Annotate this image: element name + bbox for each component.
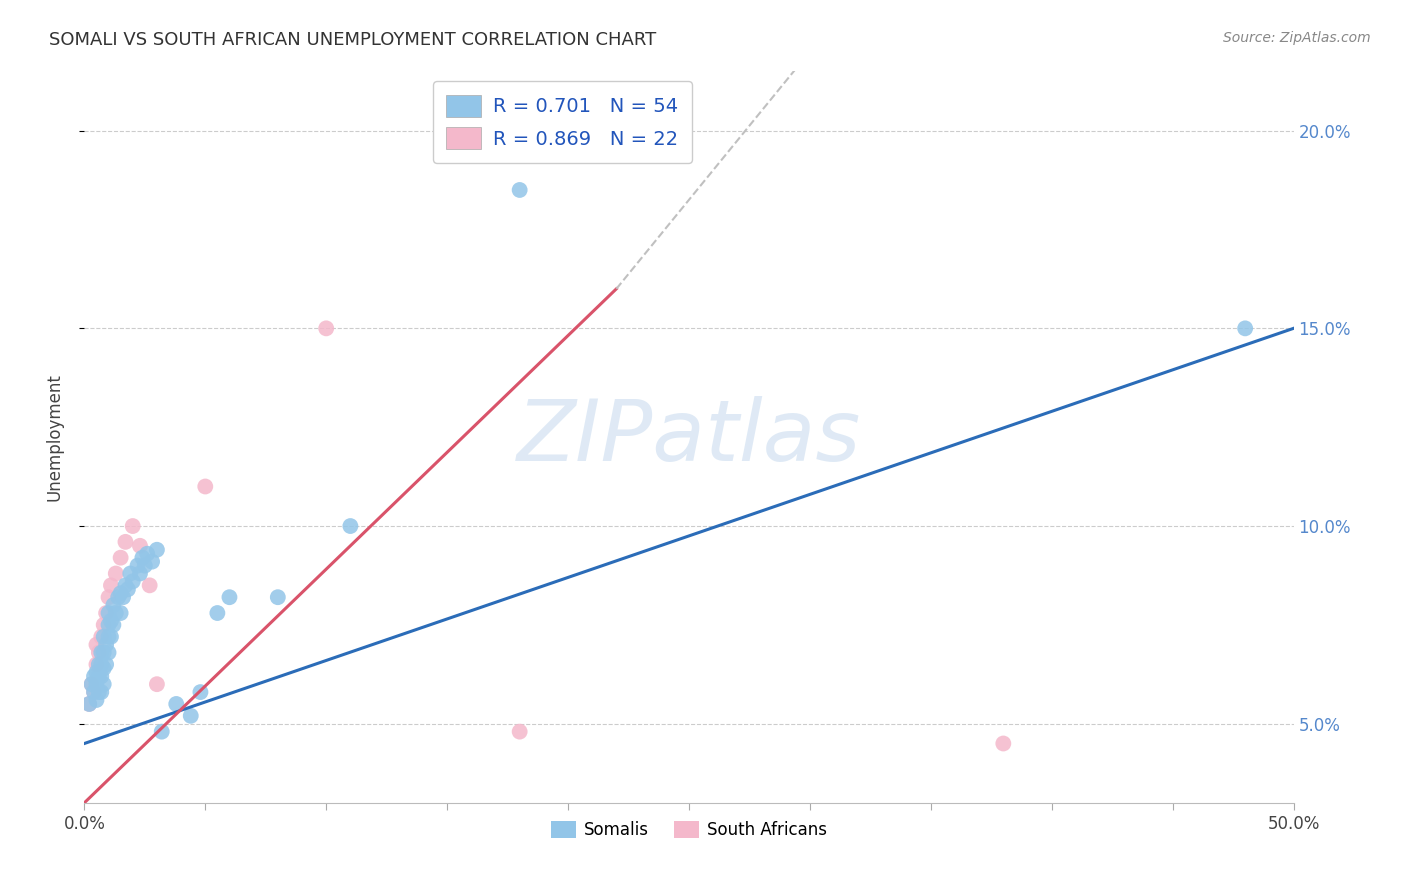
Point <box>146 677 169 691</box>
Point <box>77 697 100 711</box>
Point <box>97 646 120 660</box>
Point <box>93 646 115 660</box>
Point <box>120 566 142 581</box>
Y-axis label: Unemployment: Unemployment <box>45 373 63 501</box>
Point <box>129 566 152 581</box>
Point <box>87 669 110 683</box>
Point <box>80 677 103 691</box>
Point <box>218 591 240 605</box>
Point <box>93 677 115 691</box>
Point <box>104 606 127 620</box>
Point <box>107 591 129 605</box>
Point <box>97 606 120 620</box>
Text: ZIPatlas: ZIPatlas <box>517 395 860 479</box>
Point <box>136 547 159 561</box>
Point <box>114 534 136 549</box>
Point <box>100 630 122 644</box>
Point <box>110 550 132 565</box>
Text: Source: ZipAtlas.com: Source: ZipAtlas.com <box>1223 31 1371 45</box>
Point <box>509 724 531 739</box>
Point <box>110 606 132 620</box>
Point <box>134 558 156 573</box>
Point <box>112 591 135 605</box>
Point <box>121 574 143 589</box>
Point <box>315 321 337 335</box>
Point <box>146 542 169 557</box>
Point <box>127 558 149 573</box>
Point <box>93 661 115 675</box>
Point <box>339 519 361 533</box>
Legend: Somalis, South Africans: Somalis, South Africans <box>544 814 834 846</box>
Point <box>86 638 108 652</box>
Point <box>86 693 108 707</box>
Point <box>100 614 122 628</box>
Point <box>141 555 163 569</box>
Point <box>110 586 132 600</box>
Point <box>1234 321 1257 335</box>
Point <box>180 708 202 723</box>
Point <box>190 685 212 699</box>
Point <box>93 630 115 644</box>
Point <box>104 566 127 581</box>
Point <box>83 685 105 699</box>
Point <box>117 582 139 597</box>
Point <box>121 519 143 533</box>
Point <box>87 657 110 672</box>
Point <box>103 618 125 632</box>
Point <box>90 657 112 672</box>
Point <box>97 618 120 632</box>
Point <box>86 657 108 672</box>
Point <box>80 677 103 691</box>
Point <box>87 685 110 699</box>
Point <box>83 685 105 699</box>
Point <box>129 539 152 553</box>
Point <box>93 618 115 632</box>
Point <box>87 646 110 660</box>
Point <box>100 578 122 592</box>
Point <box>103 598 125 612</box>
Point <box>97 591 120 605</box>
Point <box>77 697 100 711</box>
Point <box>94 606 117 620</box>
Point <box>86 665 108 680</box>
Point <box>97 630 120 644</box>
Point <box>90 685 112 699</box>
Point <box>267 591 290 605</box>
Point <box>114 578 136 592</box>
Point <box>90 669 112 683</box>
Point <box>83 669 105 683</box>
Point <box>131 550 153 565</box>
Point <box>138 578 160 592</box>
Point <box>90 630 112 644</box>
Point <box>94 638 117 652</box>
Point <box>150 724 173 739</box>
Point <box>94 657 117 672</box>
Point <box>90 646 112 660</box>
Point <box>165 697 187 711</box>
Text: SOMALI VS SOUTH AFRICAN UNEMPLOYMENT CORRELATION CHART: SOMALI VS SOUTH AFRICAN UNEMPLOYMENT COR… <box>49 31 657 49</box>
Point <box>993 737 1015 751</box>
Point <box>194 479 217 493</box>
Point <box>509 183 531 197</box>
Point <box>207 606 229 620</box>
Point <box>86 677 108 691</box>
